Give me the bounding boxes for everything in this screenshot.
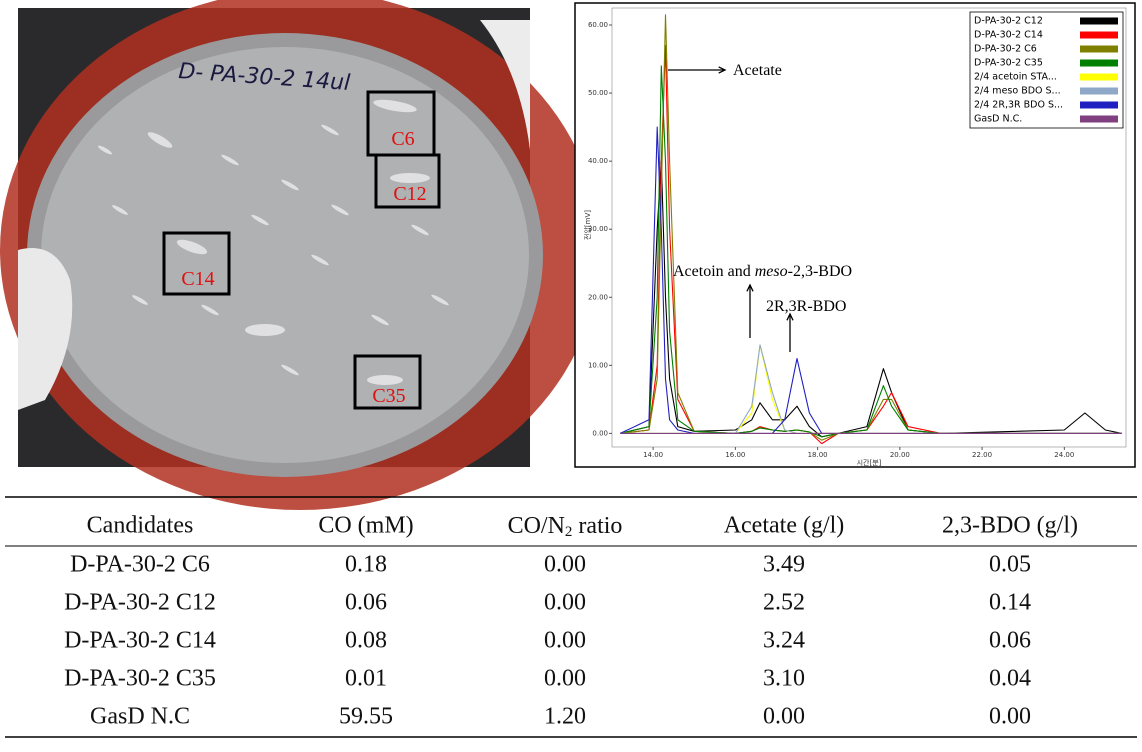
table-cell: 1.20	[544, 704, 586, 730]
legend-label: GasD N.C.	[974, 114, 1022, 125]
legend-swatch	[1080, 73, 1118, 81]
table-cell: 0.06	[989, 628, 1031, 654]
legend-swatch	[1080, 59, 1118, 67]
glove	[18, 248, 73, 410]
y-tick-label: 10.00	[588, 361, 608, 369]
annotation-part: Acetoin and	[673, 263, 755, 280]
table-cell: 0.05	[989, 552, 1031, 578]
header-sub: 2	[565, 524, 573, 540]
table-cell: D-PA-30-2 C6	[70, 552, 210, 578]
y-tick-label: 50.00	[588, 89, 608, 97]
x-tick-label: 18.00	[808, 451, 828, 459]
y-tick-label: 0.00	[592, 429, 608, 437]
x-axis-label: 시간[분]	[857, 458, 882, 467]
box-label: C35	[372, 385, 405, 407]
header-cell: Candidates	[87, 513, 194, 539]
legend-label: 2/4 2R,3R BDO S...	[974, 100, 1063, 111]
legend-label: 2/4 acetoin STA...	[974, 72, 1057, 83]
y-tick-label: 30.00	[588, 225, 608, 233]
x-tick-label: 20.00	[890, 451, 910, 459]
table-cell: 59.55	[339, 704, 393, 730]
legend-box	[969, 11, 1124, 129]
annotation-part: meso	[755, 263, 788, 280]
agar	[41, 47, 529, 463]
x-tick-label: 16.00	[725, 451, 745, 459]
x-tick-label: 24.00	[1054, 451, 1074, 459]
header-text: CO/N	[508, 513, 565, 539]
table-cell: D-PA-30-2 C35	[64, 666, 216, 692]
y-tick-label: 60.00	[588, 21, 608, 29]
legend-swatch	[1080, 101, 1118, 109]
series-line	[620, 65, 1122, 438]
table-cell: 3.49	[763, 552, 805, 578]
box-label: C14	[181, 268, 214, 290]
table-cell: 3.24	[763, 628, 805, 654]
table-cell: 2.52	[763, 590, 805, 616]
legend-swatch	[1080, 31, 1118, 39]
box-label: C12	[393, 183, 426, 205]
table-cell: 0.14	[989, 590, 1031, 616]
y-tick-label: 40.00	[588, 157, 608, 165]
legend-label: D-PA-30-2 C12	[974, 16, 1043, 27]
arrow-head	[746, 283, 754, 292]
legend-label: D-PA-30-2 C14	[974, 30, 1043, 41]
header-cell: CO (mM)	[318, 513, 413, 539]
table-cell: 0.06	[345, 590, 387, 616]
legend-label: D-PA-30-2 C35	[974, 58, 1043, 69]
table-cell: 0.00	[544, 628, 586, 654]
table-cell: 0.00	[544, 552, 586, 578]
table-cell: 0.00	[544, 590, 586, 616]
x-tick-label: 22.00	[972, 451, 992, 459]
header-cell: CO/N2 ratio	[508, 513, 623, 541]
annotation-part: -2,3-BDO	[788, 263, 852, 280]
box	[374, 153, 441, 209]
table-cell: D-PA-30-2 C14	[64, 628, 216, 654]
table-cell: GasD N.C	[90, 704, 190, 730]
glove	[480, 20, 530, 150]
box-label: C6	[391, 128, 414, 150]
legend-swatch	[1080, 45, 1118, 53]
box	[162, 231, 231, 296]
y-axis-label: 전압[mV]	[583, 210, 592, 240]
table-cell: 0.08	[345, 628, 387, 654]
colonies	[98, 99, 449, 385]
header-cell: Acetate (g/l)	[724, 513, 845, 539]
annotation: 2R,3R-BDO	[766, 298, 846, 315]
header-cell: 2,3-BDO (g/l)	[942, 513, 1078, 539]
plate-photo: D- PA-30-2 14ul C6 C12 C14 C35	[0, 0, 600, 510]
plot-area	[611, 7, 1127, 448]
table-cell: 0.01	[345, 666, 387, 692]
y-tick-label: 20.00	[588, 293, 608, 301]
table-cell: 3.10	[763, 666, 805, 692]
box	[353, 354, 422, 410]
arrow-head	[718, 66, 727, 74]
table-cell: 0.00	[544, 666, 586, 692]
table: Candidates CO (mM) CO/N2 ratio Acetate (g/l…	[5, 496, 1137, 738]
legend-swatch	[1080, 115, 1118, 123]
table-cell: 0.00	[989, 704, 1031, 730]
x-tick-label: 14.00	[643, 451, 663, 459]
annotation: Acetate	[733, 62, 782, 79]
header-text: ratio	[572, 513, 622, 539]
legend-swatch	[1080, 87, 1118, 95]
arrow-head	[786, 312, 794, 321]
legend-swatch	[1080, 17, 1118, 25]
chromatogram: 0.00 10.00 20.00 30.00 40.00 50.00 60.00 14.00 1…	[583, 7, 1127, 467]
legend-label: D-PA-30-2 C6	[974, 44, 1037, 55]
table-cell: 0.04	[989, 666, 1031, 692]
annotation: Acetoin and meso-2,3-BDO	[673, 263, 852, 280]
legend-label: 2/4 meso BDO S...	[974, 86, 1061, 97]
table-cell: D-PA-30-2 C12	[64, 590, 216, 616]
table-cell: 0.18	[345, 552, 387, 578]
table-cell: 0.00	[763, 704, 805, 730]
